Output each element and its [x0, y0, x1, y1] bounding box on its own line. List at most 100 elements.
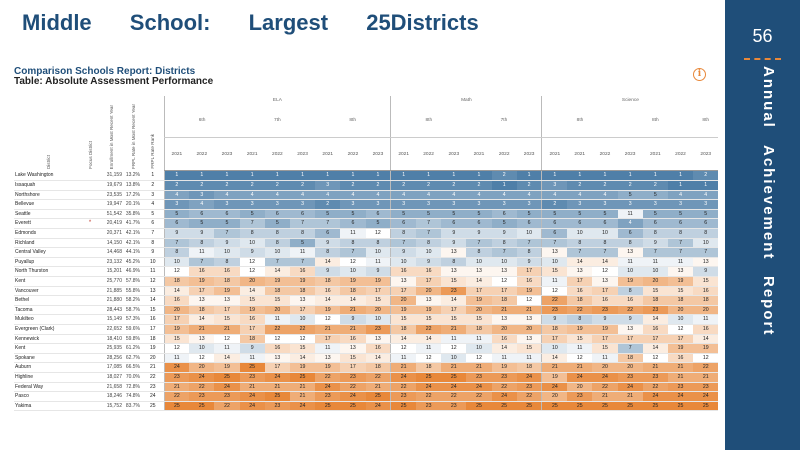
table-row[interactable]: Auburn 17,085 66.5% 21 24 20 19 25 17 19 19 17 18 21 1…: [14, 362, 719, 373]
rank-cell: 15: [592, 343, 618, 354]
rank-cell: 21: [516, 305, 542, 316]
rank-cell: 16: [365, 343, 391, 354]
rank-cell: 3: [163, 199, 190, 210]
cell-district: Everett: [14, 218, 82, 229]
table-row[interactable]: Kennewick 18,410 59.8% 18 15 13 12 18 12 12 17 16 13…: [14, 334, 719, 345]
rank-cell: 7: [416, 218, 442, 229]
rank-cell: 16: [693, 324, 719, 335]
rank-cell: 2: [264, 180, 290, 191]
rank-cell: 8: [667, 228, 694, 239]
table-row[interactable]: Richland 14,150 42.1% 8 7 8 9 10 8 5 9 8 8 7 8 9 7 8 7 7 8 8 8…: [14, 238, 719, 249]
rank-cell: 13: [340, 343, 366, 354]
cell-rank: 4: [142, 199, 165, 210]
rank-cell: 17: [416, 276, 442, 287]
rank-cell: 5: [567, 209, 593, 220]
rank-cell: 6: [541, 228, 568, 239]
table-row[interactable]: Evergreen (Clark) 22,652 59.6% 17 19 21 21 17 22…: [14, 324, 719, 335]
rank-cell: 8: [516, 247, 542, 258]
table-row[interactable]: Highline 18,027 70.0% 22 23 24 25 23 24 25 22 23 22 2…: [14, 372, 719, 383]
table-row[interactable]: Everett * 20,419 41.7% 6 6 5 5 7 5 7 7 6 5 6 7 6 6 5 6 6 6 6 4 6…: [14, 218, 719, 229]
rank-cell: 17: [214, 305, 240, 316]
table-row[interactable]: Northshore 23,535 17.2% 3 4 3 4 4 4 4 4 4 4 4 4 4 4 4 4 4 4 4…: [14, 190, 719, 201]
column-header-rank[interactable]: FRPL Rate Rank: [142, 104, 164, 171]
cell-enrollment: 25,935: [98, 343, 124, 354]
rank-cell: 23: [390, 391, 416, 402]
rank-cell: 6: [264, 209, 290, 220]
rank-cell: 17: [592, 286, 618, 297]
table-row[interactable]: Bethel 21,880 58.2% 14 16 13 13 15 15 13 14 14 15 20 1…: [14, 295, 719, 306]
table-row[interactable]: Kent 25,935 61.2% 19 12 10 11 9 16 15 11 13 16 12 11 12…: [14, 343, 719, 354]
cell-rank: 12: [142, 276, 165, 287]
column-header-frl[interactable]: FRPL Rate in Most Recent Year: [124, 104, 142, 171]
rank-cell: 8: [567, 238, 593, 249]
cell-enrollment: 22,652: [98, 324, 124, 335]
rank-cell: 5: [592, 209, 618, 220]
table-row[interactable]: Edmonds 20,371 42.1% 7 9 9 7 8 8 8 6 11 12 8 7 9 9 9 10 6 10…: [14, 228, 719, 239]
rank-cell: 13: [667, 266, 694, 277]
table-row[interactable]: Spokane 28,256 62.7% 20 11 12 14 11 13 14 13 15 14 11…: [14, 353, 719, 364]
rank-cell: 4: [617, 218, 643, 229]
rank-cell: 16: [592, 295, 618, 306]
rank-cell: 11: [189, 247, 215, 258]
rank-cell: 11: [617, 257, 643, 268]
cell-enrollment: 28,443: [98, 305, 124, 316]
table-row[interactable]: North Thurston 15,201 46.9% 11 12 16 16 12 14 16 9…: [14, 266, 719, 277]
table-row[interactable]: Issaquah 19,679 13.8% 2 2 2 2 2 2 2 3 2 2 2 2 2 2 1 2 3 2 2 2 2…: [14, 180, 719, 191]
table-row[interactable]: Mukilteo 15,149 57.3% 16 17 14 15 16 11 10 12 9 10 15…: [14, 314, 719, 325]
year-header: 2023: [617, 137, 643, 172]
rank-cell: 12: [441, 343, 467, 354]
rank-cell: 14: [567, 257, 593, 268]
rank-cell: 13: [592, 276, 618, 287]
rank-cell: 24: [163, 362, 190, 373]
rank-cell: 6: [163, 218, 190, 229]
rank-cell: 11: [592, 353, 618, 364]
rank-cell: 6: [390, 218, 416, 229]
table-row[interactable]: Bellevue 19,947 20.1% 4 3 4 3 3 3 3 2 3 3 3 3 3 3 3 3 2 3 3 3 3…: [14, 199, 719, 210]
table-row[interactable]: Puyallup 23,132 45.2% 10 10 7 8 12 7 7 14 12 11 10 9 8 1…: [14, 257, 719, 268]
cell-rank: 6: [142, 218, 165, 229]
cell-district: Yakima: [14, 401, 82, 412]
table-row[interactable]: Seattle 51,542 35.8% 5 5 6 6 5 6 6 5 5 6 5 5 5 5 6 5 5 5 5 11 5…: [14, 209, 719, 220]
cell-enrollment: 23,535: [98, 190, 124, 201]
table-row[interactable]: Yakima 15,752 83.7% 25 25 25 22 24 23 24 25 25 24 25 2…: [14, 401, 719, 412]
rank-cell: 10: [541, 343, 568, 354]
cell-enrollment: 15,201: [98, 266, 124, 277]
rank-cell: 25: [189, 401, 215, 412]
rank-cell: 10: [365, 314, 391, 325]
table-row[interactable]: Vancouver 21,885 55.8% 13 14 17 19 14 18 18 16 18 17…: [14, 286, 719, 297]
rank-cell: 15: [667, 286, 694, 297]
table-row[interactable]: Federal Way 21,658 72.8% 23 21 22 24 21 21 21 24 22…: [14, 382, 719, 393]
column-header-enrollment[interactable]: Enrollment in Most Recent Year: [98, 104, 124, 171]
rank-cell: 12: [416, 353, 442, 364]
rank-cell: 6: [466, 218, 492, 229]
rank-cell: 7: [163, 238, 190, 249]
table-row[interactable]: Pasco 18,246 74.8% 24 22 23 23 24 25 21 23 24 25 23 22…: [14, 391, 719, 402]
rank-cell: 15: [214, 314, 240, 325]
rank-cell: 19: [416, 305, 442, 316]
cell-focus: [82, 372, 98, 383]
cell-rank: 25: [142, 401, 165, 412]
rank-cell: 19: [365, 276, 391, 287]
info-icon[interactable]: i: [693, 68, 706, 81]
table-row[interactable]: Kent 25,770 57.8% 12 18 19 18 20 19 19 18 19 19 13 17 1…: [14, 276, 719, 287]
cell-rank: 1: [142, 170, 165, 182]
table-row[interactable]: Lake Washington 31,159 13.2% 1 1 1 1 1 1 1 1 1 1 1 1 1 1…: [14, 170, 719, 182]
cell-rank: 15: [142, 305, 165, 316]
column-header-focus[interactable]: Focus District: [82, 104, 98, 171]
rank-cell: 13: [617, 247, 643, 258]
rank-cell: 3: [491, 199, 517, 210]
rank-cell: 21: [289, 382, 316, 393]
rank-cell: 11: [516, 353, 542, 364]
rank-cell: 1: [466, 170, 492, 182]
cell-rank: 24: [142, 391, 165, 402]
table-row[interactable]: Tacoma 28,443 58.7% 15 20 18 17 19 20 17 19 21 20 19 1…: [14, 305, 719, 316]
rank-cell: 19: [340, 276, 366, 287]
column-header-district[interactable]: District: [14, 104, 82, 171]
rank-cell: 24: [667, 391, 694, 402]
header-subject-row: ELA Math Science: [14, 96, 719, 104]
cell-district: Edmonds: [14, 228, 82, 239]
rank-cell: 13: [567, 266, 593, 277]
rank-cell: 11: [289, 247, 316, 258]
table-row[interactable]: Central Valley 14,468 44.1% 9 8 11 10 9 10 11 8 7 10…: [14, 247, 719, 258]
rank-cell: 22: [416, 391, 442, 402]
